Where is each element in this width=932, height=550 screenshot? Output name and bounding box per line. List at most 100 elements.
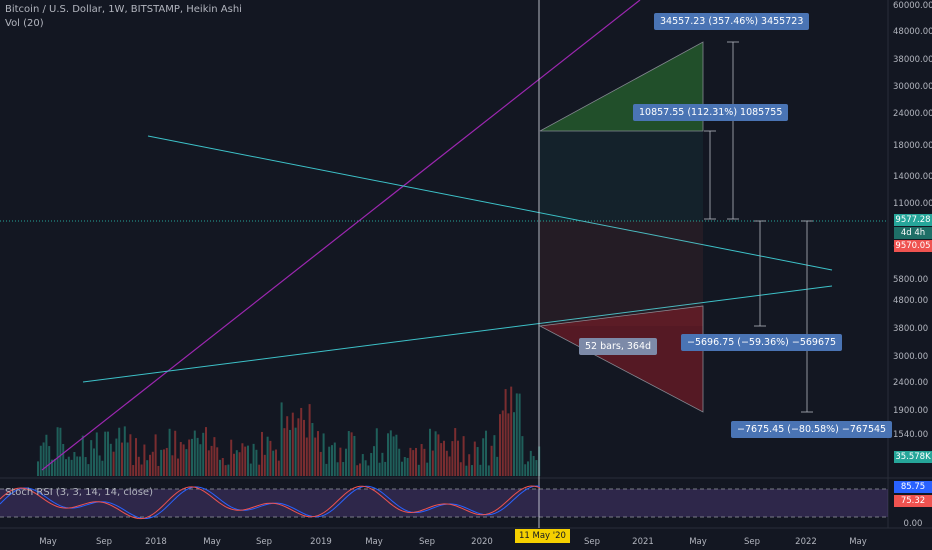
time-axis-label: May: [39, 537, 57, 547]
volume-bar: [48, 446, 51, 476]
price-axis-label: 38000.00: [893, 55, 932, 65]
volume-bar: [529, 450, 532, 476]
volume-bar: [496, 456, 499, 476]
volume-bar: [233, 453, 235, 476]
volume-bar: [473, 441, 476, 476]
volume-bar: [241, 443, 244, 476]
volume-bar: [67, 456, 70, 476]
volume-bar: [420, 444, 423, 476]
volume-bar: [361, 454, 364, 476]
volume-bar: [210, 445, 213, 476]
volume-bar: [185, 449, 188, 476]
volume-bar: [65, 459, 67, 476]
volume-bar: [479, 464, 482, 476]
volume-bar: [202, 432, 205, 476]
volume-bar: [258, 464, 261, 476]
price-axis-label: 24000.00: [893, 109, 932, 119]
volume-bar: [126, 442, 129, 476]
price-axis-label: 30000.00: [893, 82, 932, 92]
volume-bar: [93, 448, 95, 476]
volume-bar: [448, 456, 451, 476]
volume-bar: [101, 460, 104, 476]
price-axis-label: 11000.00: [893, 199, 932, 209]
time-axis-label: Sep: [419, 537, 435, 547]
volume-bar: [325, 463, 328, 476]
volume-bar: [305, 437, 308, 476]
volume-bar: [451, 441, 454, 476]
cursor-date-label: 11 May '20: [515, 529, 570, 543]
volume-bar: [518, 393, 521, 476]
price-axis-label: 3800.00: [893, 324, 928, 334]
volume-bar: [81, 435, 84, 476]
volume-bar: [261, 431, 263, 476]
volume-bar: [389, 430, 392, 476]
volume-bar: [417, 464, 420, 476]
volume-bar: [115, 438, 118, 476]
volume-bar: [459, 462, 462, 476]
volume-bar: [336, 462, 339, 476]
volume-bar: [504, 389, 507, 476]
top-range-annotation[interactable]: 34557.23 (357.46%) 3455723: [654, 13, 810, 30]
long-target-zone: [540, 131, 703, 221]
volume-bar: [431, 450, 434, 476]
volume-bar: [409, 447, 412, 476]
volume-indicator-label[interactable]: Vol (20): [5, 18, 44, 29]
rsi-zero-label: 0.00: [903, 519, 923, 529]
chart-title[interactable]: Bitcoin / U.S. Dollar, 1W, BITSTAMP, Hei…: [5, 4, 242, 15]
volume-bar: [412, 450, 415, 476]
volume-bar: [238, 452, 241, 476]
volume-bar: [476, 447, 479, 476]
prev-price-tag: 9570.05: [894, 240, 932, 252]
volume-bar: [490, 445, 493, 476]
volume-bar: [266, 436, 269, 476]
volume-bar: [356, 465, 359, 476]
volume-bar: [129, 434, 132, 476]
stoch-rsi-label[interactable]: Stoch RSI (3, 3, 14, 14, close): [5, 487, 153, 498]
mid-range-annotation[interactable]: 10857.55 (112.31%) 1085755: [633, 104, 789, 121]
volume-bar: [468, 454, 471, 476]
volume-bar: [174, 430, 177, 476]
volume-bar: [171, 455, 174, 476]
volume-bar: [331, 445, 333, 476]
time-axis-label: 2021: [632, 537, 654, 547]
volume-bar: [199, 444, 202, 476]
volume-bar: [406, 457, 409, 476]
volume-bar: [132, 465, 135, 476]
volume-bar: [219, 459, 221, 476]
volume-bar: [182, 444, 185, 476]
volume-bar: [227, 464, 230, 476]
volume-bar: [465, 465, 468, 476]
stoch-rsi-d-line: [0, 485, 541, 520]
volume-bar: [415, 447, 417, 476]
volume-bar: [154, 434, 157, 476]
time-axis-label: 2018: [145, 537, 167, 547]
volume-bar: [434, 431, 437, 476]
volume-bar: [252, 443, 255, 476]
volume-bar: [367, 465, 370, 476]
bearish-projection-triangle: [538, 305, 704, 413]
time-axis-label: Sep: [584, 537, 600, 547]
time-axis-label: 2019: [310, 537, 332, 547]
rsi-band: [0, 489, 888, 517]
volume-bar: [308, 404, 311, 476]
volume-bar: [104, 431, 107, 476]
bars-range-annotation[interactable]: 52 bars, 364d: [579, 338, 658, 355]
volume-bar: [191, 438, 193, 476]
volume-bar: [462, 436, 465, 476]
candlestick-series: [37, 386, 541, 476]
volume-bar: [507, 413, 510, 476]
volume-bar: [513, 412, 515, 476]
down-range-annotation-2[interactable]: −7675.45 (−80.58%) −767545: [731, 421, 893, 438]
volume-bar: [53, 458, 56, 476]
volume-bar: [193, 430, 196, 476]
volume-bar: [303, 419, 305, 476]
time-axis-label: May: [689, 537, 707, 547]
price-axis-label: 2400.00: [893, 378, 928, 388]
volume-bar: [118, 427, 121, 476]
volume-bar: [62, 443, 65, 476]
volume-bar: [347, 431, 350, 476]
down-range-annotation-1[interactable]: −5696.75 (−59.36%) −569675: [681, 334, 843, 351]
volume-bar: [283, 428, 286, 476]
